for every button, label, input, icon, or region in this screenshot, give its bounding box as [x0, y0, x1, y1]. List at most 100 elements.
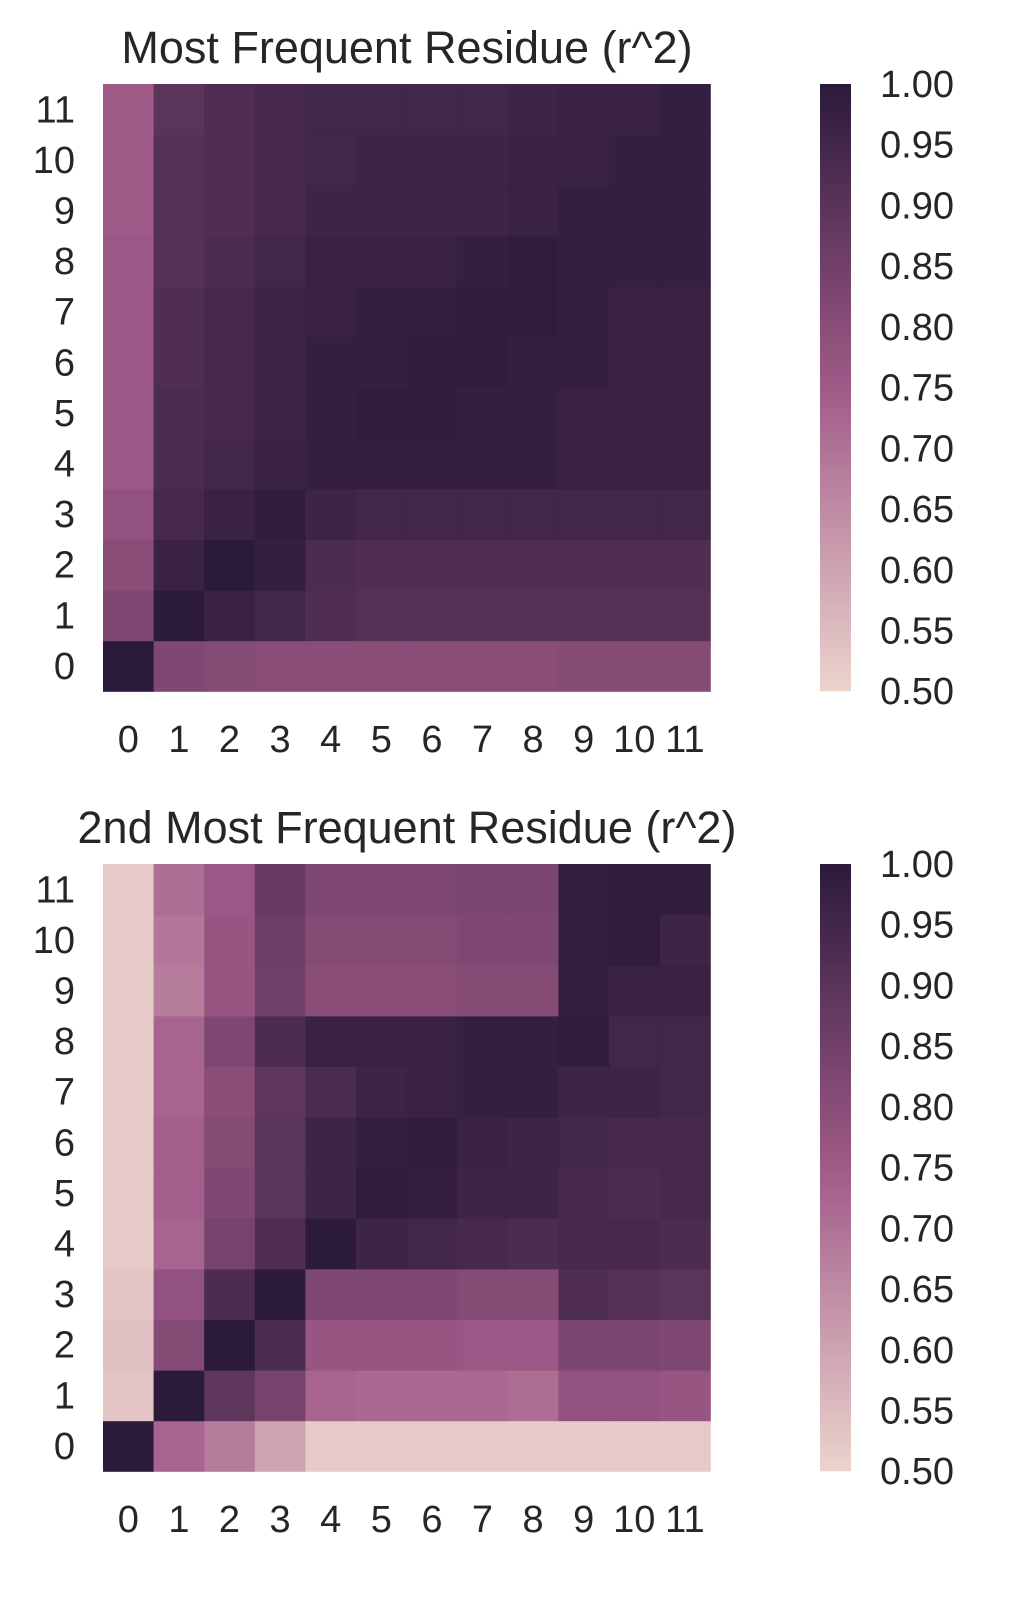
heatmap-cell-r6-c8	[507, 1117, 559, 1169]
colorbar-tick-label: 0.90	[880, 965, 954, 1007]
heatmap-cell-r9-c2	[204, 185, 256, 237]
heatmap-cell-r11-c9	[558, 864, 610, 916]
heatmap-cell-r7-c0	[103, 1066, 155, 1118]
heatmap-cell-r11-c6	[406, 84, 458, 136]
heatmap-cell-r2-c3	[254, 539, 306, 591]
heatmap-cell-r10-c6	[406, 914, 458, 966]
heatmap-cell-r1-c6	[406, 1370, 458, 1422]
heatmap-cell-r9-c8	[507, 965, 559, 1017]
heatmap-cell-r2-c11	[659, 539, 711, 591]
heatmap-cell-r9-c10	[609, 965, 661, 1017]
heatmap-cell-r9-c7	[457, 185, 509, 237]
heatmap-cell-r3-c7	[457, 1268, 509, 1320]
heatmap-cell-r0-c8	[507, 640, 559, 692]
x-tick-label: 9	[573, 1499, 594, 1541]
colorbar-tick-label: 0.65	[880, 489, 954, 531]
heatmap-cell-r11-c3	[254, 864, 306, 916]
heatmap-cell-r8-c9	[558, 1015, 610, 1067]
heatmap-cell-r11-c7	[457, 84, 509, 136]
heatmap-cell-r8-c5	[356, 235, 408, 287]
heatmap-cell-r1-c1	[153, 590, 205, 642]
heatmap-cell-r8-c6	[406, 235, 458, 287]
heatmap-cell-r11-c2	[204, 864, 256, 916]
heatmap-cell-r5-c9	[558, 1167, 610, 1219]
heatmap-cell-r7-c3	[254, 286, 306, 338]
heatmap-cell-r6-c7	[457, 1117, 509, 1169]
heatmap-cell-r7-c1	[153, 1066, 205, 1118]
heatmap-cell-r4-c3	[254, 438, 306, 490]
y-tick-labels: 0 1 2 3 4 5 6 7 8 9 10 11	[33, 89, 75, 688]
heatmap-cell-r1-c10	[609, 1370, 661, 1422]
y-tick-label: 4	[54, 444, 75, 486]
heatmap-cell-r1-c11	[659, 590, 711, 642]
heatmap-cell-r3-c9	[558, 1268, 610, 1320]
heatmap-cell-r8-c7	[457, 235, 509, 287]
y-tick-label: 3	[54, 1274, 75, 1316]
heatmap-cell-r5-c7	[457, 387, 509, 439]
heatmap-cell-r3-c10	[609, 1268, 661, 1320]
heatmap-cell-r11-c4	[305, 864, 357, 916]
heatmap-cell-r1-c2	[204, 590, 256, 642]
heatmap-cell-r3-c6	[406, 1268, 458, 1320]
heatmap-cell-r2-c2	[204, 1319, 256, 1371]
heatmap-cell-r8-c5	[356, 1015, 408, 1067]
heatmap-cell-r5-c0	[103, 1167, 155, 1219]
y-tick-label: 5	[54, 1173, 75, 1215]
heatmap-cell-r9-c10	[609, 185, 661, 237]
y-tick-label: 6	[54, 1122, 75, 1164]
heatmap-cell-r6-c8	[507, 337, 559, 389]
heatmap-cell-r0-c10	[609, 640, 661, 692]
heatmap-cell-r8-c11	[659, 1015, 711, 1067]
heatmap-cell-r8-c0	[103, 235, 155, 287]
heatmap-cell-r4-c1	[153, 1218, 205, 1270]
heatmap-cell-r9-c6	[406, 185, 458, 237]
heatmap-cell-r10-c7	[457, 914, 509, 966]
heatmap-cell-r10-c10	[609, 134, 661, 186]
heatmap-cell-r1-c1	[153, 1370, 205, 1422]
heatmap-cell-r6-c1	[153, 337, 205, 389]
heatmap-cell-r0-c0	[103, 640, 155, 692]
y-tick-label: 4	[54, 1224, 75, 1266]
heatmap-cell-r11-c11	[659, 84, 711, 136]
x-tick-label: 6	[421, 1499, 442, 1541]
heatmap-cell-r2-c10	[609, 1319, 661, 1371]
heatmap-cell-r7-c3	[254, 1066, 306, 1118]
heatmap-cell-r1-c4	[305, 1370, 357, 1422]
heatmap-cell-r5-c4	[305, 387, 357, 439]
heatmap-cell-r7-c11	[659, 286, 711, 338]
colorbar-tick-label: 0.95	[880, 125, 954, 167]
colorbar-tick-label: 0.95	[880, 905, 954, 947]
heatmap-cell-r4-c3	[254, 1218, 306, 1270]
colorbar-tick-label: 0.55	[880, 1390, 954, 1432]
heatmap-cell-r1-c7	[457, 1370, 509, 1422]
heatmap-cell-r6-c0	[103, 1117, 155, 1169]
heatmap-cell-r11-c6	[406, 864, 458, 916]
heatmap-cell-r2-c0	[103, 1319, 155, 1371]
heatmap-cell-r4-c10	[609, 438, 661, 490]
heatmap-cell-r2-c4	[305, 539, 357, 591]
heatmap-cell-r10-c4	[305, 134, 357, 186]
heatmap-cell-r8-c3	[254, 235, 306, 287]
heatmap-cell-r5-c11	[659, 387, 711, 439]
heatmap-cell-r5-c3	[254, 1167, 306, 1219]
heatmap-cell-r6-c3	[254, 1117, 306, 1169]
heatmap-cell-r1-c4	[305, 590, 357, 642]
heatmap-cell-r7-c9	[558, 286, 610, 338]
heatmap-cell-r3-c0	[103, 1268, 155, 1320]
heatmap-cell-r4-c11	[659, 438, 711, 490]
colorbar-tick-label: 0.70	[880, 1208, 954, 1250]
heatmap-cell-r6-c4	[305, 1117, 357, 1169]
heatmap-cell-r3-c8	[507, 1268, 559, 1320]
heatmap-cell-r9-c2	[204, 965, 256, 1017]
heatmap-cell-r9-c1	[153, 185, 205, 237]
heatmap-cell-r1-c3	[254, 590, 306, 642]
heatmap-cell-r4-c6	[406, 438, 458, 490]
heatmap-cell-r0-c0	[103, 1420, 155, 1472]
heatmap-cell-r11-c7	[457, 864, 509, 916]
heatmap-cell-r10-c8	[507, 134, 559, 186]
heatmap-cell-r6-c6	[406, 1117, 458, 1169]
heatmap-cell-r3-c1	[153, 488, 205, 540]
heatmap-cell-r11-c10	[609, 84, 661, 136]
heatmap-cell-r5-c8	[507, 1167, 559, 1219]
y-tick-label: 8	[54, 1021, 75, 1063]
